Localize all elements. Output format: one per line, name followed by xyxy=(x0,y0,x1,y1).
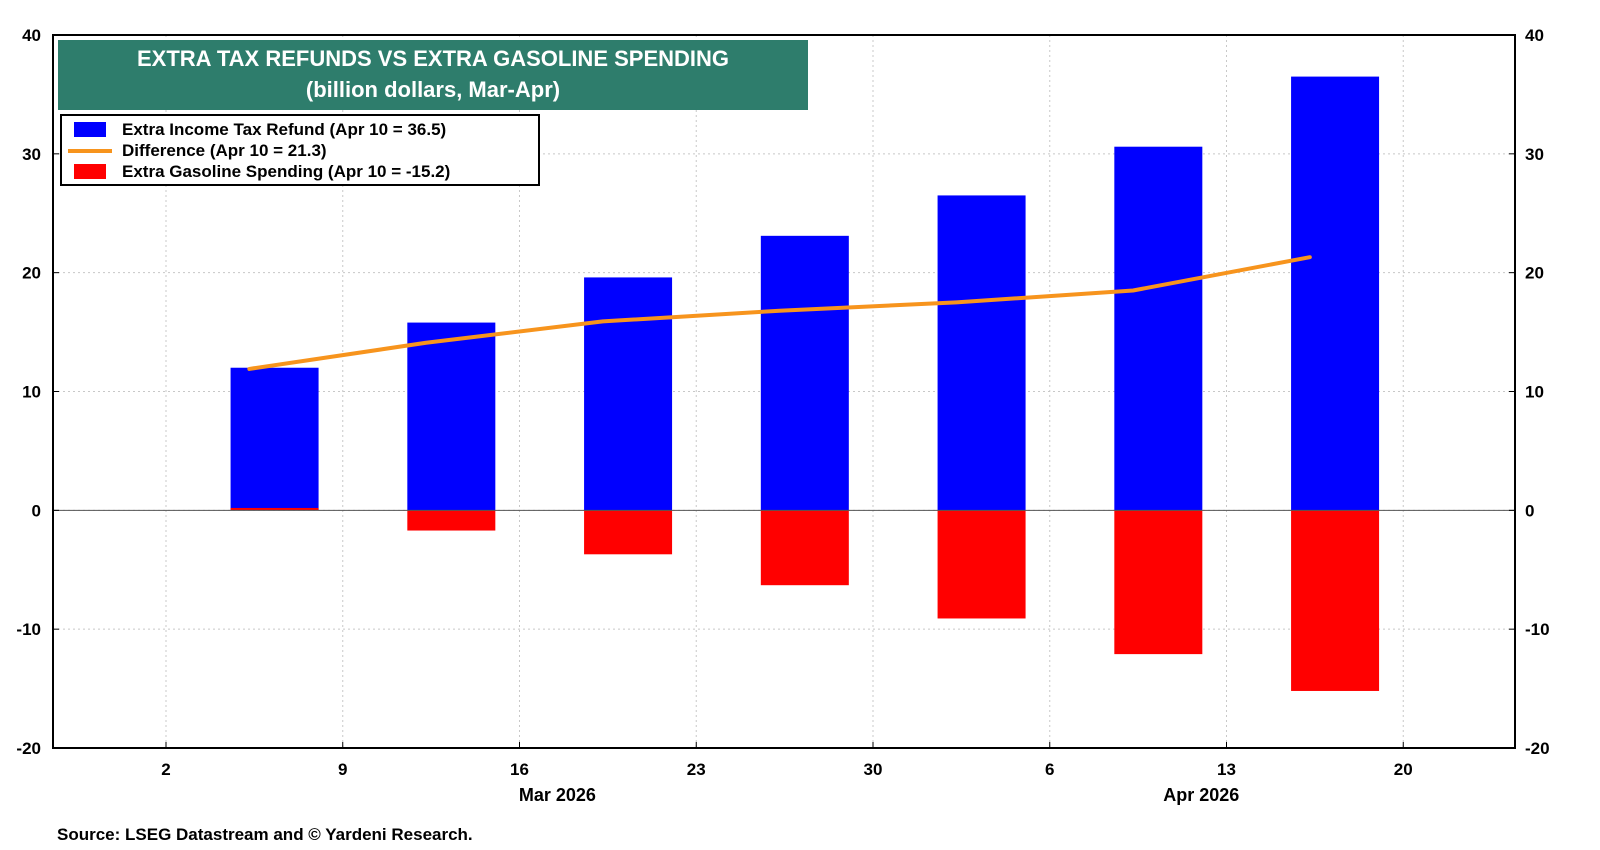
line-layer xyxy=(247,255,1312,371)
gasoline-spending-bar xyxy=(1291,510,1380,691)
gasoline-spending-bar xyxy=(230,507,319,511)
month-label: Apr 2026 xyxy=(1163,785,1239,805)
x-tick-label: 9 xyxy=(338,760,347,779)
y-tick-label-right: -10 xyxy=(1525,620,1550,639)
legend-label: Extra Gasoline Spending (Apr 10 = -15.2) xyxy=(122,162,451,181)
tick-labels: 40 40 30 30 20 20 10 10 0 0 -10 -10 -20 -20 2 9 16 23 30 6 1… xyxy=(16,26,1549,779)
y-tick-label-right: 10 xyxy=(1525,383,1544,402)
legend-label: Difference (Apr 10 = 21.3) xyxy=(122,141,327,160)
chart-title: EXTRA TAX REFUNDS VS EXTRA GASOLINE SPEN… xyxy=(136,46,730,71)
tax-refund-bar xyxy=(584,277,673,511)
legend-swatch-blue xyxy=(74,122,106,137)
y-tick-label-left: 40 xyxy=(22,26,41,45)
y-tick-label-right: 30 xyxy=(1525,145,1544,164)
tax-refund-bar xyxy=(407,322,496,511)
x-tick-label: 2 xyxy=(161,760,170,779)
x-tick-label: 6 xyxy=(1045,760,1054,779)
x-tick-label: 30 xyxy=(864,760,883,779)
y-tick-label-right: 40 xyxy=(1525,26,1544,45)
tax-refund-bar xyxy=(760,235,849,511)
legend: Extra Income Tax Refund (Apr 10 = 36.5) … xyxy=(60,114,540,186)
month-label: Mar 2026 xyxy=(519,785,596,805)
gasoline-spending-bar xyxy=(937,510,1026,619)
x-tick-label: 16 xyxy=(510,760,529,779)
month-labels: Mar 2026 Apr 2026 xyxy=(519,785,1239,805)
y-tick-label-right: -20 xyxy=(1525,739,1550,758)
tax-refund-bar xyxy=(1114,146,1203,511)
x-tick-label: 20 xyxy=(1394,760,1413,779)
gasoline-spending-bar xyxy=(407,510,496,531)
chart-title-box: EXTRA TAX REFUNDS VS EXTRA GASOLINE SPEN… xyxy=(58,40,808,110)
gasoline-spending-bar xyxy=(1114,510,1203,655)
chart-subtitle: (billion dollars, Mar-Apr) xyxy=(305,77,561,102)
tax-refund-bar xyxy=(230,367,319,511)
tax-refund-bar xyxy=(1291,76,1380,511)
legend-swatch-orange-line xyxy=(68,149,112,153)
y-tick-label-left: -10 xyxy=(16,620,41,639)
source-note: Source: LSEG Datastream and © Yardeni Re… xyxy=(57,825,473,844)
y-tick-label-left: 10 xyxy=(22,383,41,402)
y-tick-label-left: 30 xyxy=(22,145,41,164)
y-tick-label-left: 0 xyxy=(32,501,41,520)
legend-swatch-red xyxy=(74,164,106,179)
y-tick-label-left: 20 xyxy=(22,264,41,283)
y-tick-label-right: 0 xyxy=(1525,501,1534,520)
difference-line xyxy=(247,255,1312,371)
legend-label: Extra Income Tax Refund (Apr 10 = 36.5) xyxy=(122,120,447,139)
y-tick-label-right: 20 xyxy=(1525,264,1544,283)
tax-refund-bar xyxy=(937,195,1026,511)
gasoline-spending-bar xyxy=(584,510,673,555)
x-tick-label: 23 xyxy=(687,760,706,779)
x-tick-label: 13 xyxy=(1217,760,1236,779)
gasoline-spending-bar xyxy=(760,510,849,586)
y-tick-label-left: -20 xyxy=(16,739,41,758)
